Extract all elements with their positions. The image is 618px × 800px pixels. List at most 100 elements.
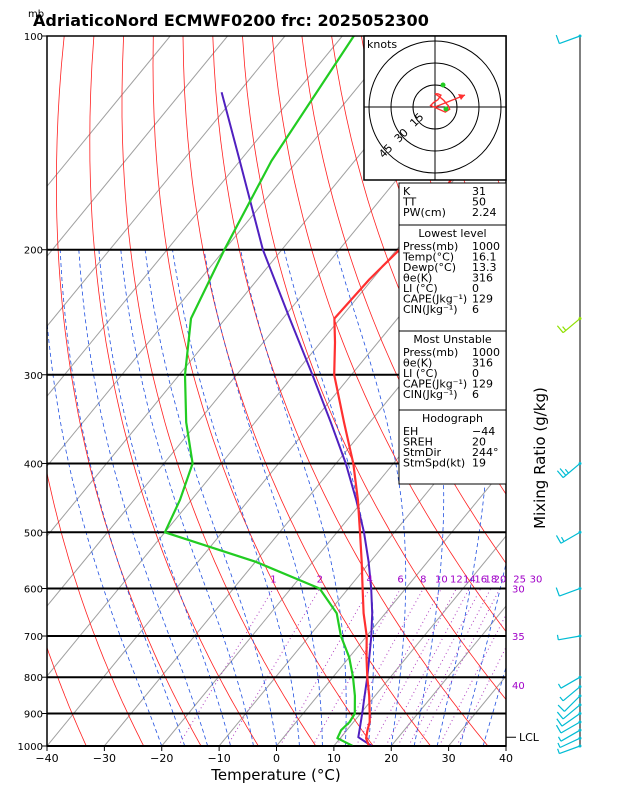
side-label: 30	[512, 584, 525, 595]
temperature-tick-label: 40	[499, 752, 513, 765]
info-value: 1000	[472, 346, 500, 359]
mixing-ratio-label: 20	[494, 574, 507, 585]
isotherm	[47, 36, 228, 258]
temperature-tick-label: −30	[93, 752, 116, 765]
dry-adiabat	[182, 36, 432, 746]
wind-barb-base	[578, 728, 582, 732]
pressure-tick-label: 600	[24, 584, 43, 595]
moist-adiabat	[505, 744, 506, 746]
wind-barb-base	[578, 586, 582, 590]
mixing-ratio-label: 2	[317, 574, 323, 585]
wind-barb-half	[557, 748, 560, 754]
hodograph-storm-point	[443, 106, 449, 112]
wind-barb	[555, 530, 582, 544]
dry-adiabat	[47, 646, 87, 746]
mixing-ratio-line	[371, 588, 457, 746]
pressure-tick-label: 700	[24, 632, 43, 643]
wind-barb-base	[578, 675, 582, 679]
info-label: Press(mb)	[403, 346, 458, 359]
dry-adiabat	[47, 471, 145, 746]
dry-adiabat	[599, 36, 618, 761]
wind-barb	[555, 34, 582, 45]
mixing-ratio-line	[438, 613, 506, 746]
wind-barb-flag	[555, 587, 560, 597]
dry-adiabat	[55, 36, 202, 746]
isotherm	[47, 36, 343, 397]
temperature-tick-label: −20	[150, 752, 173, 765]
wind-barb-base	[578, 720, 582, 724]
mixing-ratio-label: 1	[270, 574, 276, 585]
isotherm	[47, 36, 171, 188]
pressure-tick-label: 300	[24, 371, 43, 382]
isotherm	[276, 465, 506, 746]
wind-barb-half	[557, 683, 562, 689]
wind-barb-flag	[556, 470, 564, 478]
wind-barb-base	[578, 634, 582, 638]
dry-adiabat	[510, 36, 618, 761]
info-label: StmSpd(kt)	[403, 457, 465, 470]
wind-barb-flag	[556, 718, 563, 727]
info-value: 316	[472, 357, 493, 370]
wind-barb-shaft	[561, 713, 581, 727]
dry-adiabat	[301, 36, 506, 564]
info-value: 20	[472, 436, 486, 449]
info-label: TT	[402, 196, 417, 209]
info-label: SREH	[403, 436, 433, 449]
isotherm	[47, 36, 286, 327]
info-value: 19	[472, 457, 486, 470]
wind-barb-shaft	[559, 587, 581, 597]
wind-barb-half	[556, 634, 559, 640]
pressure-ticks: 1000 900 800 700 600 500 400 300 200 100	[18, 32, 47, 753]
info-box-header: Lowest level	[418, 227, 486, 240]
temperature-tick-label: 0	[273, 752, 280, 765]
info-value: 129	[472, 293, 493, 306]
dry-adiabat	[121, 36, 317, 746]
wind-barb-base	[578, 703, 582, 707]
isotherm	[103, 255, 506, 746]
info-box	[398, 182, 507, 226]
info-value: 0	[472, 282, 479, 295]
wind-barb-half	[562, 326, 567, 331]
x-axis-label: Temperature (°C)	[210, 766, 340, 784]
info-box-header: Hodograph	[422, 412, 483, 425]
info-label: LI (°C)	[403, 367, 438, 380]
wind-barb-flag	[556, 711, 564, 720]
wind-barb-shaft	[564, 695, 581, 712]
info-label: Temp(°C)	[402, 251, 454, 264]
dry-adiabat	[0, 36, 35, 761]
temperature-tick-label: 10	[327, 752, 341, 765]
pressure-tick-label: 400	[24, 459, 43, 470]
wind-barb	[557, 675, 582, 689]
wind-barb	[556, 461, 582, 479]
side-label: 40	[512, 681, 525, 692]
wind-barb-shaft	[560, 676, 581, 689]
mixing-ratio-label: 16	[474, 574, 487, 585]
pressure-tick-label: 800	[24, 673, 43, 684]
parcel-profile	[220, 91, 374, 746]
wind-barb	[559, 685, 582, 702]
moist-adiabat	[335, 249, 407, 746]
wind-barbs	[555, 34, 582, 755]
temperature-tick-label: −10	[208, 752, 231, 765]
dry-adiabat	[152, 36, 374, 746]
hodograph-arrowhead	[458, 94, 465, 100]
pressure-tick-label: 200	[24, 246, 43, 257]
dewpoint-profile	[163, 36, 356, 746]
dry-adiabat	[569, 36, 618, 761]
info-value: 316	[472, 272, 493, 285]
background-grid	[0, 36, 618, 761]
mixing-ratio-line	[355, 588, 442, 746]
wind-barb-shaft	[562, 318, 581, 334]
info-value: 6	[472, 388, 479, 401]
info-label: θe(K)	[403, 357, 432, 370]
wind-barb-shaft	[560, 531, 581, 544]
mixing-ratio-line	[177, 588, 274, 746]
info-label: CAPE(Jkg⁻¹)	[403, 378, 467, 391]
hodograph-storm-point	[440, 82, 446, 88]
moist-adiabat	[397, 249, 445, 746]
info-label: Press(mb)	[403, 240, 458, 253]
isotherm	[218, 395, 506, 746]
dry-adiabat	[242, 36, 506, 701]
